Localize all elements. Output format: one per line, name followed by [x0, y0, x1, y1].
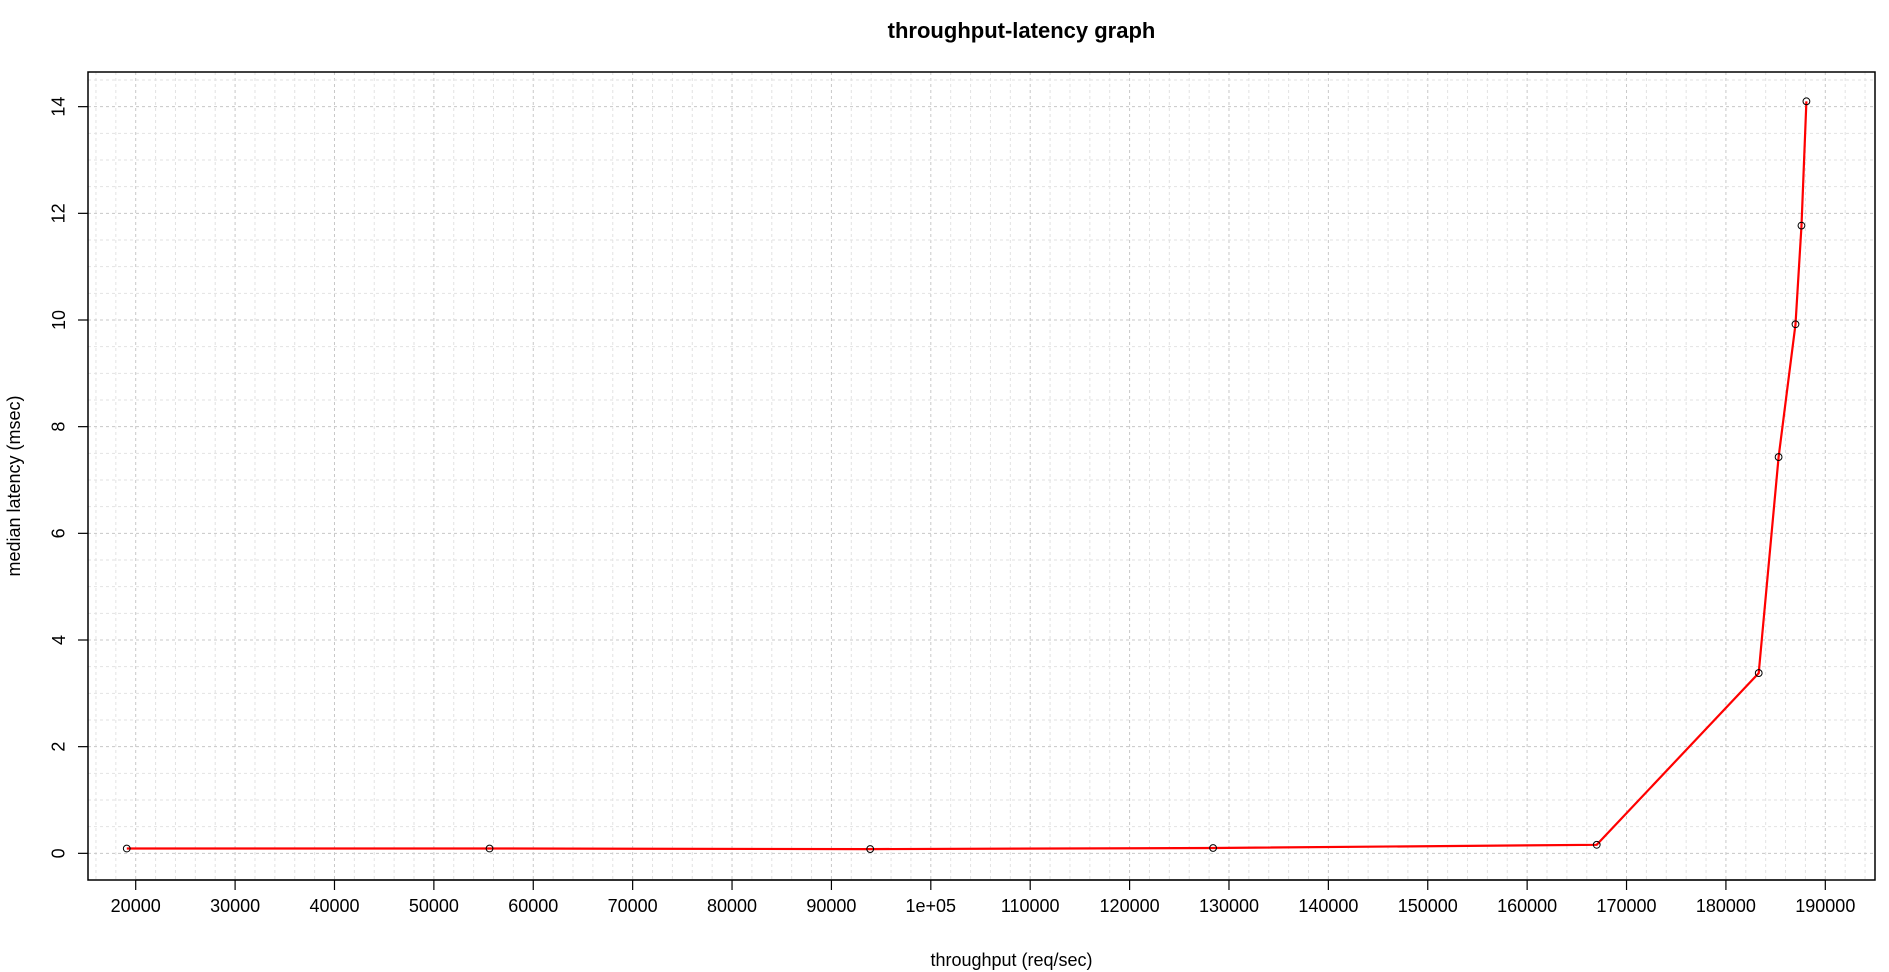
x-tick-label: 20000 [111, 896, 161, 916]
x-axis: 20000 30000 40000 50000 60000 70000 80000 90000… [111, 879, 1855, 916]
data-point [1754, 669, 1763, 677]
y-tick-label: 4 [49, 635, 69, 645]
x-tick-label: 60000 [508, 896, 558, 916]
x-tick-label: 1e+05 [906, 896, 957, 916]
x-tick-label: 90000 [806, 896, 856, 916]
y-tick-label: 6 [49, 528, 69, 538]
data-point [1774, 453, 1783, 461]
y-axis: 0 2 4 6 8 10 12 14 [49, 97, 88, 858]
x-tick-label: 80000 [707, 896, 757, 916]
series-group [122, 97, 1811, 853]
data-point [1797, 221, 1806, 230]
y-tick-label: 8 [49, 422, 69, 432]
data-point [1802, 97, 1811, 106]
x-tick-label: 170000 [1596, 896, 1656, 916]
data-point [485, 844, 494, 853]
y-axis-label: median latency (msec) [4, 395, 24, 576]
x-tick-label: 190000 [1795, 896, 1855, 916]
x-tick-label: 150000 [1398, 896, 1458, 916]
data-point [1791, 320, 1800, 329]
data-point [1209, 844, 1217, 852]
x-axis-label: throughput (req/sec) [930, 950, 1092, 970]
grid-lines [88, 72, 1875, 881]
x-tick-label: 50000 [409, 896, 459, 916]
y-tick-label: 10 [49, 310, 69, 330]
y-tick-label: 0 [49, 848, 69, 858]
y-tick-label: 2 [49, 742, 69, 752]
series-line [126, 101, 1808, 851]
x-tick-label: 40000 [309, 896, 359, 916]
y-tick-label: 12 [49, 203, 69, 223]
x-tick-label: 130000 [1199, 896, 1259, 916]
x-tick-label: 30000 [210, 896, 260, 916]
y-tick-label: 14 [49, 97, 69, 117]
x-tick-label: 180000 [1696, 896, 1756, 916]
x-tick-label: 140000 [1298, 896, 1358, 916]
chart-title: throughput-latency graph [888, 18, 1156, 43]
data-point [866, 845, 875, 853]
x-tick-label: 120000 [1100, 896, 1160, 916]
data-point [1592, 840, 1601, 849]
x-tick-label: 160000 [1497, 896, 1557, 916]
data-point [122, 844, 131, 853]
x-tick-label: 70000 [608, 896, 658, 916]
x-tick-label: 110000 [1001, 896, 1060, 916]
